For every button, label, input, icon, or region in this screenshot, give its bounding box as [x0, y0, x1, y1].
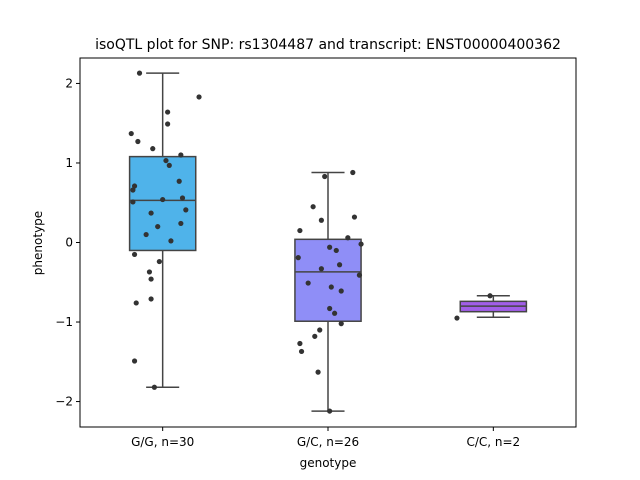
- data-point: [351, 214, 358, 220]
- data-point: [295, 255, 301, 261]
- data-point: [305, 280, 311, 286]
- y-tick-label: 0: [65, 236, 73, 250]
- data-point: [297, 227, 303, 234]
- data-point: [318, 266, 324, 272]
- data-point: [298, 348, 305, 355]
- data-point: [336, 262, 343, 268]
- data-point: [196, 94, 202, 100]
- data-point: [332, 310, 338, 316]
- data-point: [454, 315, 460, 321]
- data-point: [312, 333, 318, 339]
- data-point: [487, 293, 493, 299]
- data-point: [160, 196, 166, 203]
- y-tick-label: 2: [65, 76, 73, 90]
- data-point: [148, 210, 154, 216]
- data-point: [133, 300, 139, 306]
- data-point: [178, 152, 184, 158]
- x-axis-label: genotype: [300, 456, 357, 470]
- data-point: [322, 173, 328, 180]
- box-1: [128, 155, 197, 252]
- data-point: [318, 217, 324, 223]
- data-point: [358, 241, 364, 247]
- data-point: [165, 121, 171, 127]
- data-point: [143, 231, 149, 238]
- data-point: [146, 269, 153, 275]
- data-point: [333, 247, 339, 254]
- data-point: [165, 109, 171, 115]
- data-point: [168, 238, 174, 244]
- data-point: [338, 288, 344, 294]
- data-point: [315, 369, 321, 375]
- data-point: [179, 195, 186, 201]
- data-point: [176, 178, 182, 184]
- data-point: [156, 258, 162, 265]
- data-point: [135, 138, 141, 145]
- data-point: [131, 183, 138, 189]
- data-point: [327, 305, 333, 312]
- data-point: [128, 130, 134, 137]
- data-point: [356, 272, 363, 278]
- data-point: [155, 223, 161, 230]
- data-point: [148, 296, 154, 302]
- data-point: [166, 162, 172, 168]
- data-point: [131, 358, 138, 364]
- data-point: [150, 146, 156, 152]
- data-point: [350, 169, 356, 176]
- data-point: [148, 276, 154, 282]
- data-point: [151, 384, 157, 390]
- y-axis-label: phenotype: [31, 211, 45, 275]
- chart-title: isoQTL plot for SNP: rs1304487 and trans…: [95, 37, 561, 53]
- axes-frame: [79, 57, 577, 428]
- x-tick-label: G/C, n=26: [297, 435, 359, 449]
- data-point: [136, 70, 143, 76]
- y-tick-label: −1: [55, 315, 73, 329]
- y-tick-label: 1: [65, 156, 73, 170]
- x-tick-label: G/G, n=30: [131, 435, 194, 449]
- data-point: [130, 199, 136, 205]
- data-point: [317, 327, 323, 333]
- x-tick-label: C/C, n=2: [466, 435, 520, 449]
- data-point: [345, 235, 351, 241]
- data-point: [163, 157, 169, 164]
- plot-area: −2 −1 0 1 2 G/G, n=30 G/C, n=26 C/C, n=2: [55, 70, 528, 449]
- data-point: [178, 220, 184, 227]
- data-point: [327, 408, 333, 414]
- data-point: [130, 187, 136, 193]
- data-point: [327, 244, 333, 250]
- data-point: [183, 207, 189, 213]
- data-point: [131, 251, 138, 258]
- data-point: [297, 340, 303, 347]
- data-point: [310, 204, 316, 210]
- y-tick-label: −2: [55, 395, 73, 409]
- data-point: [328, 284, 334, 290]
- data-point: [338, 321, 344, 327]
